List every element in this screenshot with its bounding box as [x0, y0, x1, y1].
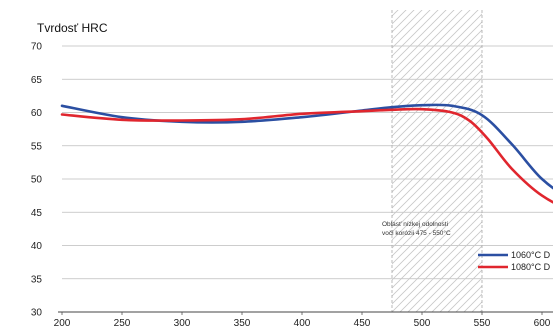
- y-tick-labels: 30 35 40 45 50 55 60 65 70: [31, 42, 43, 319]
- axes: [58, 311, 553, 315]
- legend-label-1: 1060°C D: [511, 250, 551, 260]
- x-tick-450: 450: [354, 318, 371, 329]
- legend: 1060°C D 1080°C D: [478, 250, 551, 272]
- annotation-line-1: Oblasť nízkej odolnosti: [382, 221, 448, 228]
- y-tick-60: 60: [31, 108, 43, 119]
- x-tick-550: 550: [474, 318, 491, 329]
- series-line-2: [60, 107, 553, 204]
- y-axis-label: Tvrdosť HRC: [37, 21, 108, 35]
- y-tick-65: 65: [31, 75, 43, 86]
- y-tick-40: 40: [31, 241, 43, 252]
- y-tick-55: 55: [31, 141, 43, 152]
- y-tick-70: 70: [31, 42, 43, 53]
- x-tick-500: 500: [414, 318, 431, 329]
- y-tick-45: 45: [31, 208, 43, 219]
- shaded-region-annotation: Oblasť nízkej odolnosti voči korózii 475…: [382, 221, 451, 237]
- annotation-line-2: voči korózii 475 - 550°C: [382, 229, 451, 237]
- shaded-region: [391, 10, 483, 312]
- series-line-1: [60, 103, 553, 190]
- x-tick-200: 200: [54, 318, 71, 329]
- x-tick-350: 350: [234, 318, 251, 329]
- y-tick-35: 35: [31, 274, 43, 285]
- x-tick-400: 400: [294, 318, 311, 329]
- x-tick-250: 250: [114, 318, 131, 329]
- legend-label-2: 1080°C D: [511, 262, 551, 272]
- x-tick-labels: 200 250 300 350 400 450 500 550 600: [54, 318, 551, 329]
- y-tick-30: 30: [31, 308, 43, 319]
- y-tick-50: 50: [31, 175, 43, 186]
- shaded-region-hatch: [392, 10, 482, 312]
- x-tick-300: 300: [174, 318, 191, 329]
- x-tick-600: 600: [534, 318, 551, 329]
- series-lines: [60, 103, 553, 204]
